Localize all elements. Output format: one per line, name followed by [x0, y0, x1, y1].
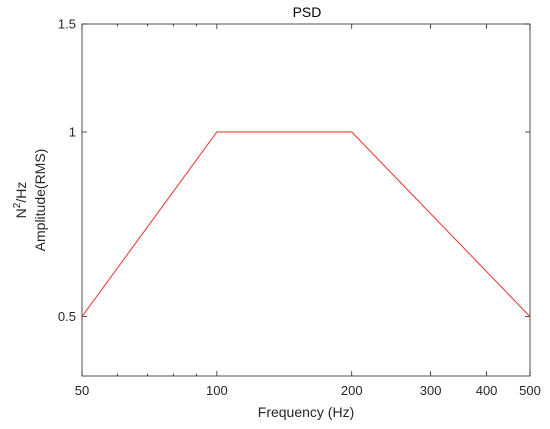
series-group — [81, 131, 531, 317]
x-tick-label: 200 — [341, 383, 363, 398]
y-tick-label: 0.5 — [58, 309, 76, 324]
x-tick-label: 400 — [476, 383, 498, 398]
x-tick-label: 500 — [519, 383, 541, 398]
x-tick-label: 100 — [206, 383, 228, 398]
y-axis-label-rest: /Hz — [13, 182, 29, 203]
y-tick-label: 1.5 — [58, 17, 76, 32]
y-axis-label-units: N2/Hz — [12, 182, 29, 219]
y-axis-label-quantity: Amplitude(RMS) — [32, 149, 48, 252]
x-tick-label: 300 — [420, 383, 442, 398]
axis-ticks: 50 100 200 300 400 500 0.5 1 1.5 — [58, 17, 541, 399]
x-tick-label: 50 — [75, 383, 89, 398]
chart-title: PSD — [293, 4, 322, 20]
series-line — [81, 131, 531, 317]
plot-area — [81, 23, 531, 377]
x-axis-label: Frequency (Hz) — [258, 404, 354, 420]
y-axis-label-sup: 2 — [12, 202, 23, 208]
y-axis-label-base: N — [13, 208, 29, 218]
y-tick-label: 1 — [69, 124, 76, 139]
